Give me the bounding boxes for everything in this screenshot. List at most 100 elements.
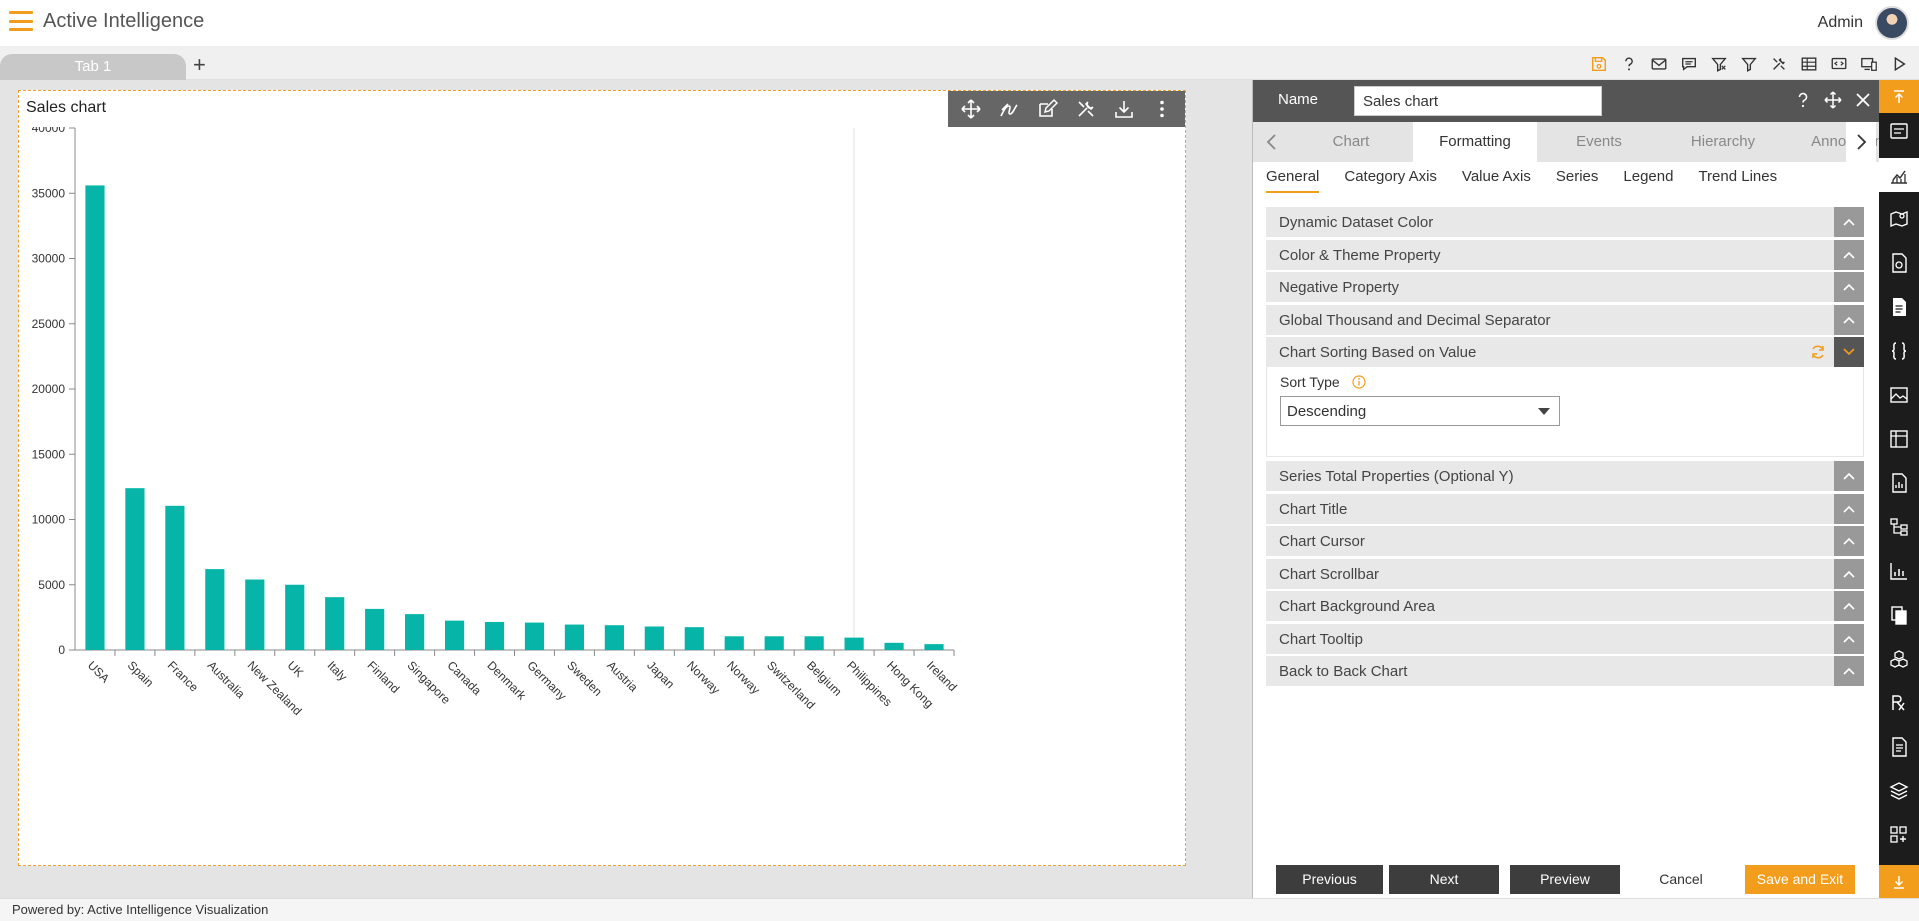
- section-label: Chart Cursor: [1279, 533, 1365, 550]
- chevron-up-icon[interactable]: [1834, 207, 1864, 237]
- chevron-right-icon[interactable]: [1846, 122, 1876, 162]
- subtab-trend-lines[interactable]: Trend Lines: [1698, 168, 1778, 185]
- collapse-down-icon[interactable]: [1879, 865, 1919, 898]
- previous-button[interactable]: Previous: [1276, 865, 1383, 894]
- avatar[interactable]: [1875, 6, 1909, 40]
- next-button[interactable]: Next: [1389, 865, 1499, 894]
- sorting-section-body: Sort Type Descending: [1266, 367, 1864, 457]
- panel-footer: Previous Next Preview Cancel Save and Ex…: [1253, 862, 1880, 900]
- map-icon[interactable]: [1879, 202, 1919, 236]
- devices-icon[interactable]: [1857, 54, 1881, 74]
- chevron-up-icon[interactable]: [1834, 558, 1864, 589]
- subtab-value-axis[interactable]: Value Axis: [1461, 168, 1531, 185]
- save-icon[interactable]: [1587, 54, 1611, 74]
- section-global-separator[interactable]: Global Thousand and Decimal Separator: [1266, 304, 1864, 335]
- section-label: Chart Title: [1279, 500, 1348, 518]
- pivot-table-icon[interactable]: [1879, 422, 1919, 456]
- info-icon[interactable]: [1352, 375, 1366, 389]
- comment-icon[interactable]: [1677, 54, 1701, 74]
- tree-icon[interactable]: [1879, 510, 1919, 544]
- x-tick-label: Belgium: [804, 658, 845, 699]
- caret-down-icon: [1538, 408, 1550, 415]
- code-braces-icon[interactable]: [1879, 334, 1919, 368]
- report-icon[interactable]: [1879, 290, 1919, 324]
- layers-icon[interactable]: [1879, 774, 1919, 808]
- copy-icon[interactable]: [1879, 598, 1919, 632]
- play-icon[interactable]: [1887, 54, 1911, 74]
- document-chart-icon[interactable]: [1879, 246, 1919, 280]
- chevron-up-icon[interactable]: [1834, 239, 1864, 270]
- kpi-chart-icon[interactable]: [1879, 554, 1919, 588]
- subtab-general[interactable]: General: [1266, 168, 1320, 193]
- section-chart-title[interactable]: Chart Title: [1266, 493, 1864, 524]
- section-chart-sorting[interactable]: Chart Sorting Based on Value: [1266, 337, 1864, 367]
- subtab-series[interactable]: Series: [1555, 168, 1599, 185]
- cubes-icon[interactable]: [1879, 642, 1919, 676]
- add-widget-icon[interactable]: [1879, 818, 1919, 852]
- properties-icon[interactable]: [1879, 114, 1919, 148]
- embed-icon[interactable]: [1827, 54, 1851, 74]
- section-color-theme-property[interactable]: Color & Theme Property: [1266, 239, 1864, 270]
- bar: [604, 625, 624, 650]
- tools-icon[interactable]: [1767, 54, 1791, 74]
- download-icon[interactable]: [1111, 96, 1137, 122]
- table-icon[interactable]: [1797, 54, 1821, 74]
- draw-icon[interactable]: [996, 96, 1022, 122]
- move-icon[interactable]: [958, 96, 984, 122]
- chart-widget[interactable]: Sales chart 0 5000 10000 15000 20000 25000 300…: [18, 90, 1186, 866]
- clear-filter-icon[interactable]: [1707, 54, 1731, 74]
- help-icon[interactable]: [1617, 54, 1641, 74]
- save-and-exit-button[interactable]: Save and Exit: [1745, 865, 1855, 894]
- section-series-total[interactable]: Series Total Properties (Optional Y): [1266, 461, 1864, 491]
- settings-icon[interactable]: [1073, 96, 1099, 122]
- data-file-icon[interactable]: [1879, 466, 1919, 500]
- x-tick-label: USA: [85, 658, 112, 685]
- more-icon[interactable]: [1149, 96, 1175, 122]
- preview-button[interactable]: Preview: [1510, 865, 1620, 894]
- menu-icon[interactable]: [9, 11, 33, 31]
- sales-bar-chart: 0 5000 10000 15000 20000 25000 30000 35000 40000…: [32, 127, 960, 718]
- formula-icon[interactable]: [1879, 686, 1919, 720]
- tab-hierarchy[interactable]: Hierarchy: [1690, 133, 1756, 150]
- chevron-up-icon[interactable]: [1834, 656, 1864, 686]
- image-icon[interactable]: [1879, 378, 1919, 412]
- filter-icon[interactable]: [1737, 54, 1761, 74]
- close-icon[interactable]: [1852, 88, 1874, 112]
- user-name[interactable]: Admin: [1817, 14, 1863, 31]
- edit-icon[interactable]: [1034, 96, 1060, 122]
- tab-1[interactable]: Tab 1: [0, 54, 186, 80]
- collapse-up-icon[interactable]: [1879, 80, 1919, 113]
- section-negative-property[interactable]: Negative Property: [1266, 272, 1864, 302]
- subtab-category-axis[interactable]: Category Axis: [1344, 168, 1437, 185]
- cancel-button[interactable]: Cancel: [1626, 865, 1736, 894]
- section-back-to-back-chart[interactable]: Back to Back Chart: [1266, 656, 1864, 686]
- sort-type-select[interactable]: Descending: [1280, 396, 1560, 426]
- chevron-up-icon[interactable]: [1834, 272, 1864, 302]
- section-chart-tooltip[interactable]: Chart Tooltip: [1266, 623, 1864, 654]
- mail-icon[interactable]: [1647, 54, 1671, 74]
- section-chart-background[interactable]: Chart Background Area: [1266, 591, 1864, 621]
- section-dynamic-dataset-color[interactable]: Dynamic Dataset Color: [1266, 207, 1864, 237]
- chevron-up-icon[interactable]: [1834, 461, 1864, 491]
- chevron-down-icon[interactable]: [1834, 337, 1864, 367]
- chevron-left-icon[interactable]: [1257, 122, 1287, 162]
- subtab-legend[interactable]: Legend: [1623, 168, 1674, 185]
- tab-chart[interactable]: Chart: [1332, 133, 1370, 150]
- notes-icon[interactable]: [1879, 730, 1919, 764]
- chart-icon[interactable]: [1879, 158, 1919, 192]
- chevron-up-icon[interactable]: [1834, 623, 1864, 654]
- refresh-icon[interactable]: [1810, 344, 1826, 360]
- move-panel-icon[interactable]: [1822, 88, 1844, 112]
- name-input[interactable]: [1354, 86, 1602, 116]
- add-tab-button[interactable]: +: [193, 52, 206, 77]
- tab-events[interactable]: Events: [1576, 133, 1622, 150]
- bar: [405, 614, 425, 650]
- chevron-up-icon[interactable]: [1834, 591, 1864, 621]
- tab-formatting[interactable]: Formatting: [1413, 122, 1537, 162]
- section-chart-cursor[interactable]: Chart Cursor: [1266, 526, 1864, 556]
- chevron-up-icon[interactable]: [1834, 526, 1864, 556]
- help-icon[interactable]: [1792, 88, 1814, 112]
- section-chart-scrollbar[interactable]: Chart Scrollbar: [1266, 558, 1864, 589]
- chevron-up-icon[interactable]: [1834, 304, 1864, 335]
- chevron-up-icon[interactable]: [1834, 493, 1864, 524]
